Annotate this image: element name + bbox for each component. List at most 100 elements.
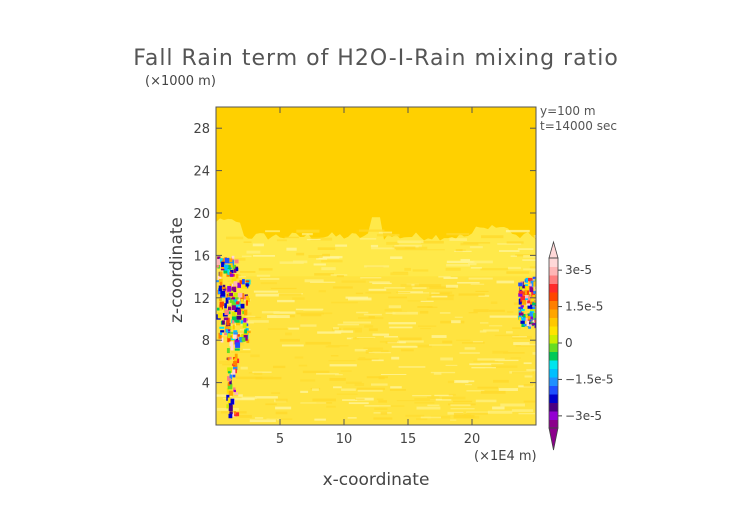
- left-column-cell: [231, 305, 236, 310]
- field-streak: [341, 388, 356, 391]
- left-column-cell: [228, 274, 232, 277]
- field-streak: [240, 366, 248, 370]
- field-streak: [417, 305, 433, 308]
- field-streak: [334, 330, 354, 333]
- left-column-cell: [245, 323, 249, 327]
- left-column-cell: [226, 348, 230, 354]
- colorbar-segment: [549, 326, 558, 335]
- field-streak: [378, 400, 387, 403]
- right-edge-cell: [518, 317, 522, 321]
- right-edge-cell: [524, 294, 529, 299]
- field-streak: [275, 398, 288, 402]
- right-edge-cell: [524, 289, 527, 295]
- field-streak: [526, 369, 536, 372]
- left-column-cell: [224, 257, 230, 264]
- field-streak: [416, 418, 428, 421]
- field-streak: [269, 418, 293, 420]
- field-streak: [366, 376, 388, 379]
- right-edge-cell: [519, 285, 523, 290]
- left-column-cell: [230, 344, 234, 351]
- left-column-cell: [233, 281, 238, 286]
- field-streak: [304, 279, 324, 283]
- field-streak: [433, 372, 442, 375]
- field-streak: [372, 333, 389, 336]
- field-streak: [414, 284, 442, 287]
- field-streak: [265, 403, 277, 406]
- left-column-cell: [225, 328, 228, 335]
- left-column-cell: [224, 303, 227, 309]
- field-streak: [420, 240, 444, 244]
- field-streak: [494, 334, 519, 337]
- field-streak: [340, 370, 352, 372]
- field-streak: [475, 290, 489, 292]
- right-edge-cell: [532, 306, 536, 310]
- field-streak: [412, 287, 427, 290]
- left-column-cell: [233, 356, 236, 360]
- left-column-cell: [219, 298, 222, 301]
- left-column-cell: [220, 337, 224, 343]
- right-edge-cell: [533, 312, 536, 319]
- field-streak: [365, 349, 389, 353]
- field-streak: [302, 370, 330, 374]
- field-streak: [242, 348, 251, 351]
- field-streak: [498, 250, 520, 252]
- field-streak: [489, 315, 518, 318]
- left-column-cell: [235, 342, 241, 348]
- left-column-cell: [220, 258, 223, 261]
- right-edge-cell: [534, 323, 536, 328]
- field-streak: [535, 405, 536, 408]
- left-column-cell: [227, 311, 231, 315]
- field-streak: [507, 311, 514, 313]
- left-column-cell: [219, 326, 225, 329]
- left-column-cell: [218, 288, 222, 295]
- right-edge-cell: [529, 287, 534, 293]
- field-streak: [372, 282, 392, 285]
- field-streak: [398, 366, 426, 368]
- field-streak: [370, 244, 379, 248]
- field-streak: [298, 364, 308, 367]
- field-streak: [389, 389, 406, 391]
- x-axis-unit: (×1E4 m): [474, 449, 537, 464]
- x-tick-label: 5: [276, 432, 284, 447]
- left-column-cell: [226, 319, 230, 326]
- colorbar-segment: [549, 385, 558, 395]
- field-streak: [534, 234, 536, 238]
- field-streak: [503, 352, 525, 354]
- left-column-cell: [245, 318, 248, 321]
- field-streak: [231, 351, 251, 353]
- field-streak: [321, 267, 336, 271]
- field-streak: [512, 336, 527, 338]
- y-tick-label: 4: [202, 377, 210, 392]
- right-edge-cell: [530, 280, 535, 287]
- field-streak: [445, 267, 461, 271]
- colorbar-segment: [549, 283, 558, 293]
- field-streak: [219, 360, 236, 364]
- field-streak: [331, 301, 358, 304]
- left-column-cell: [233, 302, 237, 307]
- field-streak: [414, 398, 436, 402]
- right-edge-cell: [533, 278, 536, 282]
- field-streak: [523, 400, 536, 403]
- field-streak: [300, 379, 316, 382]
- left-column-cell: [245, 300, 248, 306]
- left-column-cell: [234, 353, 238, 360]
- field-streak: [396, 400, 415, 402]
- right-edge-cell: [527, 316, 531, 320]
- field-streak: [248, 372, 257, 374]
- field-streak: [446, 232, 470, 236]
- right-edge-cell: [529, 298, 535, 302]
- x-tick-label: 15: [400, 432, 417, 447]
- field-streak: [480, 268, 509, 271]
- field-streak: [431, 295, 448, 298]
- field-streak: [505, 229, 530, 233]
- field-streak: [232, 397, 255, 401]
- field-streak: [472, 260, 493, 264]
- field-streak: [511, 335, 532, 339]
- left-column-cell: [233, 330, 238, 334]
- plot-frame: [215, 106, 537, 426]
- left-column-cell: [219, 332, 223, 335]
- left-column-cell: [233, 358, 238, 363]
- left-column-cell: [231, 297, 236, 300]
- left-column-cell: [233, 411, 236, 415]
- field-streak: [479, 322, 489, 324]
